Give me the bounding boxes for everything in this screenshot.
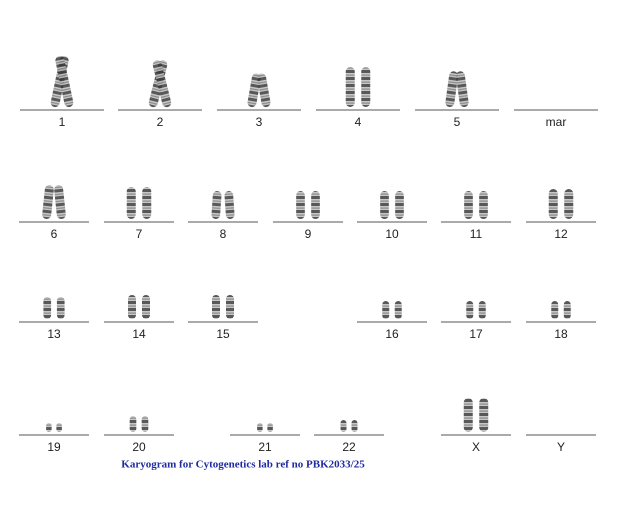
- chromosome: [224, 191, 235, 220]
- chromosome-label: 17: [469, 327, 483, 341]
- chromosome-label: 18: [554, 327, 568, 341]
- chromosome: [563, 301, 571, 319]
- caption: Karyogram for Cytogenetics lab ref no PB…: [121, 459, 365, 471]
- chromosome-label: 19: [47, 440, 61, 454]
- chromosome-label: 21: [258, 440, 272, 454]
- chromosome: [126, 187, 136, 219]
- chromosome-label: 2: [157, 115, 164, 129]
- chromosome: [395, 191, 404, 219]
- chromosome: [247, 73, 261, 108]
- chromosome-label: mar: [546, 115, 567, 129]
- chromosome-label: 1: [59, 115, 66, 129]
- chromosome: [128, 295, 136, 319]
- chromosome: [267, 423, 273, 432]
- chromosome-label: 20: [132, 440, 146, 454]
- chromosome-label: 5: [454, 115, 461, 129]
- chromosome: [257, 73, 271, 108]
- chromosome-label: 3: [256, 115, 263, 129]
- chromosome: [296, 191, 305, 219]
- chromosome: [257, 423, 263, 432]
- chromosome-label: 6: [51, 227, 58, 241]
- chromosome: [46, 423, 52, 432]
- chromosome-label: 10: [385, 227, 399, 241]
- chromosome-label: 8: [220, 227, 227, 241]
- chromosome: [129, 416, 137, 432]
- chromosome-label: 7: [136, 227, 143, 241]
- chromosome: [42, 185, 54, 220]
- chromosome: [394, 301, 402, 319]
- chromosome: [226, 295, 234, 319]
- chromosome-label: 9: [305, 227, 312, 241]
- chromosome: [361, 67, 371, 107]
- chromosome: [152, 60, 172, 108]
- chromosome: [56, 297, 65, 319]
- chromosome: [564, 189, 574, 219]
- chromosome: [464, 191, 473, 219]
- chromosome-label: 13: [47, 327, 61, 341]
- chromosome: [311, 191, 320, 219]
- chromosome: [445, 71, 459, 108]
- chromosome: [212, 295, 220, 319]
- chromosome: [380, 191, 389, 219]
- chromosome: [479, 191, 488, 219]
- chromosome-label: 15: [216, 327, 230, 341]
- chromosome: [382, 301, 390, 319]
- chromosome: [142, 295, 150, 319]
- chromosome: [55, 56, 74, 108]
- chromosome-label: 14: [132, 327, 146, 341]
- chromosome: [548, 189, 558, 219]
- chromosome: [479, 398, 489, 432]
- chromosome-label: 22: [342, 440, 356, 454]
- chromosome-label: 16: [385, 327, 399, 341]
- chromosome-label: Y: [557, 440, 565, 454]
- chromosome: [351, 420, 358, 432]
- chromosome: [466, 301, 474, 319]
- chromosome: [463, 398, 473, 432]
- chromosome-label: 4: [355, 115, 362, 129]
- chromosome: [54, 185, 66, 220]
- chromosome-label: 12: [554, 227, 568, 241]
- chromosome: [478, 301, 486, 319]
- chromosome: [340, 420, 347, 432]
- chromosome: [551, 301, 559, 319]
- chromosome: [141, 416, 149, 432]
- chromosome-label: 11: [470, 227, 483, 241]
- chromosome: [142, 187, 152, 219]
- chromosome-label: X: [472, 440, 480, 454]
- chromosome: [455, 71, 469, 108]
- chromosome: [43, 297, 52, 319]
- chromosome: [56, 423, 62, 432]
- chromosome: [345, 67, 355, 107]
- chromosome: [211, 191, 222, 220]
